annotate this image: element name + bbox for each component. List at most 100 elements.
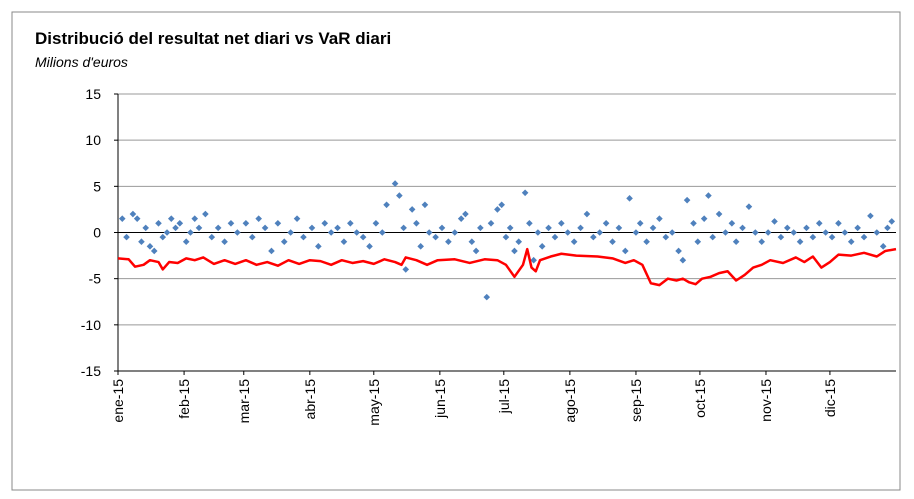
point (472, 247, 480, 255)
point (771, 218, 778, 225)
point (167, 215, 175, 222)
point (176, 219, 184, 227)
point (353, 229, 361, 236)
point (400, 224, 407, 232)
point (530, 256, 537, 264)
point (643, 238, 650, 246)
point (477, 224, 484, 232)
point (709, 233, 716, 241)
point (679, 256, 687, 264)
point (274, 219, 282, 227)
point (146, 243, 154, 250)
x-tick-label: ago-15 (562, 379, 578, 423)
point (649, 224, 657, 232)
point (790, 229, 797, 236)
point (803, 224, 810, 232)
y-tick-label: 15 (85, 86, 101, 102)
point (694, 238, 702, 246)
point (208, 233, 216, 241)
x-tick-label: nov-15 (758, 379, 774, 422)
y-tick-label: 0 (93, 225, 101, 241)
point (287, 229, 294, 236)
point (758, 238, 766, 246)
point (379, 229, 386, 236)
y-tick-label: -10 (81, 317, 101, 333)
point (705, 192, 712, 199)
point (359, 233, 367, 241)
point (521, 189, 529, 197)
point (879, 243, 887, 250)
point (327, 229, 335, 236)
point (558, 219, 565, 227)
point (538, 243, 546, 250)
point (445, 238, 452, 246)
line (117, 247, 897, 287)
point (577, 224, 584, 232)
point (570, 238, 578, 246)
point (383, 201, 390, 209)
point (451, 229, 459, 236)
point (413, 219, 420, 227)
point (796, 238, 804, 246)
point (457, 215, 465, 222)
point (867, 212, 874, 220)
point (728, 219, 736, 227)
point (242, 219, 250, 227)
x-tick-label: oct-15 (692, 379, 708, 418)
point (321, 219, 329, 227)
point (626, 195, 633, 202)
point (221, 238, 228, 246)
point (636, 219, 644, 227)
x-tick-label: ene-15 (110, 379, 126, 423)
point (487, 219, 495, 227)
point (621, 247, 629, 255)
x-tick-label: abr-15 (302, 379, 318, 420)
point (425, 229, 433, 236)
point (841, 229, 849, 236)
point (195, 224, 203, 232)
point (142, 224, 150, 232)
point (159, 233, 167, 241)
point (732, 238, 740, 246)
point (438, 224, 446, 232)
point (809, 233, 817, 241)
point (187, 229, 194, 236)
point (534, 229, 542, 236)
y-tick-label: -15 (81, 363, 101, 379)
point (300, 233, 307, 241)
point (280, 238, 288, 246)
point (828, 233, 836, 241)
point (583, 210, 591, 218)
point (234, 229, 241, 236)
point (506, 224, 514, 232)
point (123, 233, 130, 241)
y-tick-label: 5 (93, 178, 101, 194)
point (432, 233, 439, 241)
point (138, 238, 145, 246)
point (564, 229, 572, 236)
point (545, 224, 552, 232)
point (822, 229, 829, 236)
point (602, 219, 610, 227)
point (498, 201, 505, 209)
x-tick-label: sep-15 (628, 379, 644, 422)
point (372, 219, 380, 227)
point (417, 243, 424, 250)
point (662, 233, 670, 241)
point (227, 219, 235, 227)
point (163, 229, 171, 236)
point (334, 224, 341, 232)
point (656, 215, 663, 222)
point (483, 293, 491, 301)
point (526, 219, 533, 227)
point (255, 215, 262, 222)
point (739, 224, 746, 232)
point (860, 233, 868, 241)
point (402, 266, 410, 273)
point (408, 206, 416, 213)
point (347, 219, 354, 227)
point (815, 219, 823, 227)
point (847, 238, 855, 246)
